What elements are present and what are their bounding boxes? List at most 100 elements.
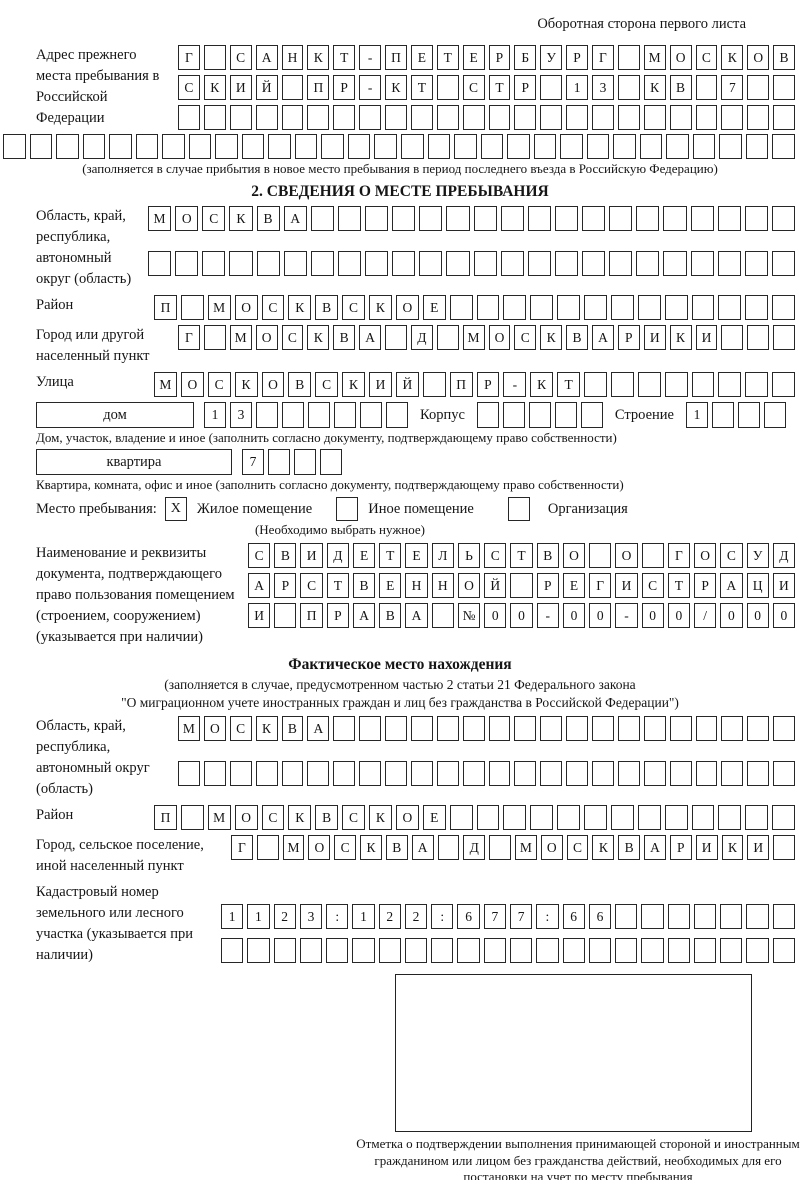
char-box[interactable] [256, 402, 278, 429]
char-box[interactable]: С [514, 325, 537, 351]
char-box[interactable]: О [562, 543, 586, 569]
char-box[interactable] [419, 206, 443, 231]
char-box[interactable]: М [229, 325, 252, 351]
char-box[interactable] [437, 835, 460, 861]
char-box[interactable]: С [342, 805, 365, 831]
char-box[interactable] [530, 805, 554, 831]
char-box[interactable]: К [229, 206, 253, 231]
char-box[interactable]: А [255, 45, 278, 70]
char-box[interactable]: Г [178, 45, 200, 70]
char-box[interactable] [449, 295, 473, 321]
char-box[interactable]: 3 [299, 904, 323, 930]
char-box[interactable] [588, 937, 612, 963]
char-box[interactable]: В [379, 603, 402, 629]
char-box[interactable]: 2 [273, 904, 296, 930]
char-box[interactable] [462, 760, 485, 786]
char-box[interactable]: В [385, 835, 408, 861]
char-box[interactable]: Л [431, 543, 454, 569]
char-box[interactable]: С [484, 543, 507, 569]
char-box[interactable] [431, 603, 454, 629]
char-box[interactable]: 3 [592, 75, 614, 100]
char-box[interactable]: О [488, 325, 511, 351]
char-box[interactable] [82, 134, 106, 159]
char-box[interactable] [386, 402, 408, 429]
char-box[interactable]: В [256, 206, 280, 231]
char-box[interactable]: С [178, 75, 200, 100]
char-box[interactable]: - [615, 603, 638, 629]
char-box[interactable]: О [255, 325, 278, 351]
char-box[interactable]: Р [274, 573, 297, 599]
char-box[interactable] [566, 105, 588, 130]
char-box[interactable]: А [405, 603, 428, 629]
char-box[interactable] [188, 134, 212, 159]
char-box[interactable] [392, 206, 416, 231]
char-box[interactable]: И [747, 835, 770, 861]
char-box[interactable] [360, 402, 382, 429]
char-box[interactable] [610, 295, 634, 321]
char-box[interactable]: У [540, 45, 563, 70]
char-box[interactable] [503, 805, 527, 831]
stay-option-residential-checkbox[interactable]: X [164, 497, 187, 522]
char-box[interactable] [454, 134, 477, 159]
char-box[interactable]: М [515, 835, 537, 861]
char-box[interactable] [436, 75, 459, 100]
char-box[interactable] [617, 45, 640, 70]
char-box[interactable] [663, 250, 687, 276]
house-type-box[interactable]: дом [36, 402, 194, 429]
char-box[interactable]: Й [395, 372, 419, 398]
char-box[interactable] [554, 206, 578, 231]
char-box[interactable]: И [643, 325, 666, 351]
char-box[interactable]: В [281, 716, 304, 742]
char-box[interactable] [203, 325, 226, 351]
char-box[interactable] [503, 295, 527, 321]
char-box[interactable] [202, 250, 226, 276]
char-box[interactable] [745, 134, 769, 159]
char-box[interactable] [528, 402, 551, 429]
char-box[interactable]: 1 [247, 904, 270, 930]
char-box[interactable] [488, 760, 511, 786]
char-box[interactable] [711, 402, 734, 429]
char-box[interactable] [3, 134, 26, 159]
char-box[interactable]: К [307, 325, 330, 351]
char-box[interactable] [109, 134, 132, 159]
char-box[interactable] [533, 134, 557, 159]
prev-address-row-4[interactable] [3, 134, 795, 159]
char-box[interactable]: 2 [378, 904, 401, 930]
cadastral-row-2[interactable] [221, 937, 795, 967]
char-box[interactable] [476, 402, 499, 429]
char-box[interactable] [667, 937, 690, 963]
char-box[interactable]: В [669, 75, 692, 100]
char-box[interactable] [510, 937, 533, 963]
char-box[interactable] [610, 372, 634, 398]
char-box[interactable]: С [641, 573, 664, 599]
char-box[interactable]: Т [510, 543, 533, 569]
char-box[interactable]: Р [566, 45, 588, 70]
char-box[interactable] [385, 325, 407, 351]
char-box[interactable]: 1 [685, 402, 708, 429]
char-box[interactable]: О [540, 835, 563, 861]
char-box[interactable]: 0 [589, 603, 612, 629]
char-box[interactable] [690, 250, 714, 276]
char-box[interactable] [589, 543, 612, 569]
char-box[interactable]: Е [422, 805, 446, 831]
stay-option-organization-checkbox[interactable] [507, 497, 530, 522]
char-box[interactable] [404, 937, 428, 963]
char-box[interactable] [410, 716, 433, 742]
char-box[interactable] [617, 75, 640, 100]
char-box[interactable] [446, 250, 470, 276]
char-box[interactable] [695, 75, 718, 100]
char-box[interactable] [772, 904, 795, 930]
char-box[interactable] [241, 134, 265, 159]
char-box[interactable]: 7 [483, 904, 506, 930]
char-box[interactable] [691, 295, 715, 321]
char-box[interactable]: С [229, 45, 252, 70]
char-box[interactable] [693, 904, 717, 930]
char-box[interactable]: К [369, 805, 392, 831]
char-box[interactable]: К [385, 75, 407, 100]
char-box[interactable] [557, 805, 580, 831]
char-box[interactable]: Г [178, 325, 200, 351]
